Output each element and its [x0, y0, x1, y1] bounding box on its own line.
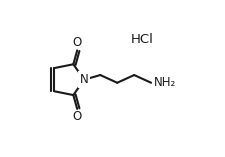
Text: N: N [80, 73, 88, 86]
Text: NH₂: NH₂ [154, 76, 176, 89]
Text: O: O [73, 36, 82, 49]
Text: O: O [73, 111, 82, 123]
Text: HCl: HCl [131, 33, 154, 46]
